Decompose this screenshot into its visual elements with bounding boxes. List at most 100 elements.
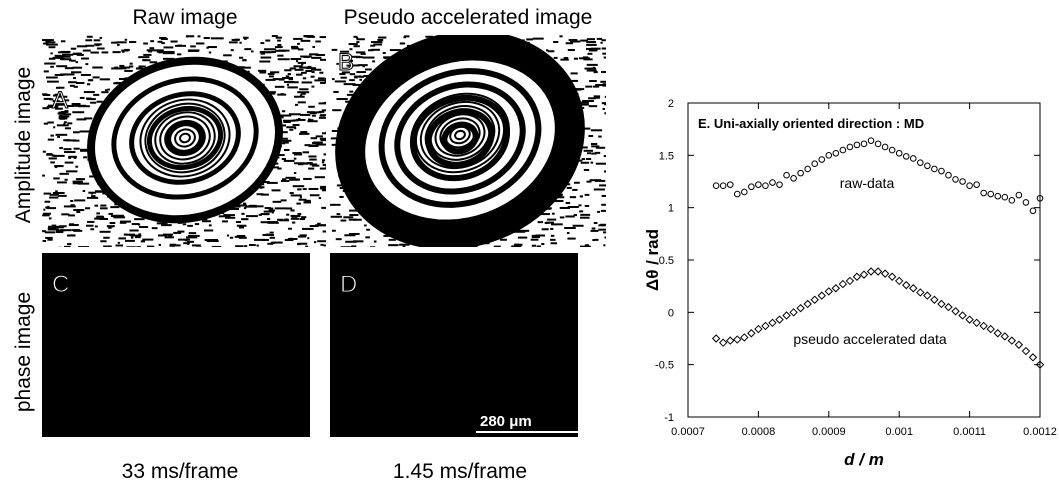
speckle xyxy=(312,142,319,144)
speckle xyxy=(349,43,358,45)
speckle xyxy=(364,224,366,226)
speckle xyxy=(52,226,64,228)
speckle xyxy=(279,154,285,156)
speckle xyxy=(362,65,365,67)
point xyxy=(953,177,959,183)
speckle xyxy=(532,245,536,247)
speckle xyxy=(363,57,375,59)
speckle xyxy=(589,49,598,51)
point xyxy=(748,330,755,337)
speckle xyxy=(234,39,240,41)
speckle xyxy=(161,224,172,226)
speckle xyxy=(536,245,540,247)
speckle xyxy=(47,239,52,241)
speckle xyxy=(204,229,213,231)
speckle xyxy=(280,115,291,117)
speckle xyxy=(57,124,69,126)
speckle xyxy=(83,50,91,52)
speckle xyxy=(89,79,93,81)
speckle xyxy=(75,166,78,168)
point xyxy=(741,334,748,341)
speckle xyxy=(305,246,308,248)
speckle xyxy=(301,40,311,42)
speckle xyxy=(57,181,67,183)
speckle xyxy=(96,212,100,214)
point xyxy=(777,182,783,188)
x-tick-label: 0.0009 xyxy=(812,426,846,438)
point xyxy=(925,163,931,169)
speckle xyxy=(60,229,71,231)
speckle xyxy=(173,232,181,234)
speckle xyxy=(110,222,116,224)
speckle xyxy=(138,56,149,58)
speckle xyxy=(231,49,234,51)
point xyxy=(854,142,860,148)
speckle xyxy=(516,244,520,246)
speckle xyxy=(60,74,70,76)
speckle xyxy=(58,56,66,58)
speckle xyxy=(293,38,302,40)
speckle xyxy=(92,67,103,69)
speckle xyxy=(500,239,507,241)
speckle xyxy=(604,103,606,105)
speckle xyxy=(298,243,307,245)
speckle xyxy=(572,189,577,191)
speckle xyxy=(269,208,274,210)
speckle xyxy=(320,59,328,61)
speckle xyxy=(100,240,106,242)
speckle xyxy=(275,207,287,209)
y-tick-label: 1.5 xyxy=(659,150,674,162)
speckle xyxy=(354,76,358,78)
speckle xyxy=(85,63,88,65)
point xyxy=(832,285,839,292)
speckle xyxy=(359,79,362,81)
speckle xyxy=(551,223,563,225)
speckle xyxy=(53,177,60,179)
speckle xyxy=(353,240,364,242)
speckle xyxy=(81,58,89,60)
speckle xyxy=(222,220,228,222)
y-tick-label: 1 xyxy=(668,203,674,215)
speckle xyxy=(602,53,607,55)
speckle xyxy=(603,244,605,246)
speckle xyxy=(325,166,329,168)
speckle xyxy=(602,39,606,41)
speckle xyxy=(604,170,614,172)
speckle xyxy=(44,193,51,195)
speckle xyxy=(100,205,106,207)
speckle xyxy=(58,195,67,197)
speckle xyxy=(317,240,327,242)
speckle xyxy=(356,71,366,73)
point xyxy=(839,281,846,288)
speckle xyxy=(290,67,296,69)
speckle xyxy=(378,37,386,39)
point xyxy=(811,296,818,303)
speckle xyxy=(69,223,74,225)
point xyxy=(988,191,994,197)
speckle xyxy=(67,122,72,124)
point xyxy=(797,305,804,312)
speckle xyxy=(50,52,52,54)
point xyxy=(959,312,966,319)
speckle xyxy=(289,129,293,131)
point xyxy=(903,282,910,289)
speckle xyxy=(335,80,346,82)
point xyxy=(1029,354,1036,361)
point xyxy=(945,304,952,311)
point xyxy=(987,326,994,333)
speckle xyxy=(542,228,549,230)
speckle xyxy=(270,237,275,239)
speckle xyxy=(209,224,212,226)
speckle xyxy=(551,235,554,237)
speckle xyxy=(341,220,347,222)
point xyxy=(742,189,748,195)
speckle xyxy=(42,93,47,95)
speckle xyxy=(187,225,193,227)
speckle xyxy=(366,229,370,231)
speckle xyxy=(365,68,372,70)
speckle xyxy=(87,83,90,85)
speckle xyxy=(302,228,314,230)
speckle xyxy=(94,218,104,220)
speckle xyxy=(269,75,274,77)
speckle xyxy=(73,209,84,211)
